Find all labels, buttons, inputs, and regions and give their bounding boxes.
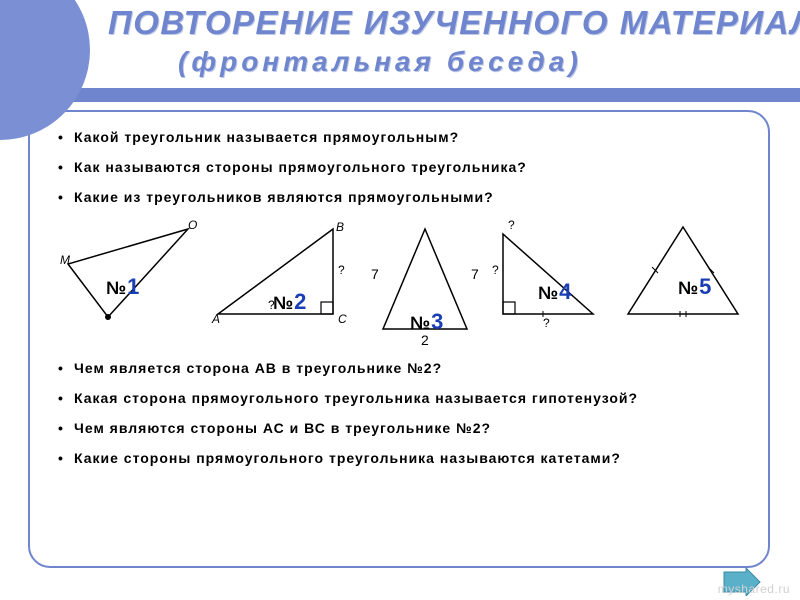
- triangle-label-5: №5: [678, 274, 712, 300]
- question-item: Какие стороны прямоугольного треугольник…: [58, 449, 740, 467]
- svg-text:B: B: [336, 220, 344, 234]
- question-item: Какой треугольник называется прямоугольн…: [58, 128, 740, 146]
- triangle-2: A B C ? ?: [208, 219, 363, 334]
- header-underline: [0, 88, 800, 102]
- question-item: Как называются стороны прямоугольного тр…: [58, 158, 740, 176]
- svg-text:M: M: [60, 253, 70, 267]
- title-main: ПОВТОРЕНИЕ ИЗУЧЕННОГО МАТЕРИАЛА.: [108, 4, 800, 42]
- svg-text:?: ?: [338, 263, 345, 277]
- svg-text:?: ?: [543, 316, 550, 329]
- question-item: Чем являются стороны АС и ВС в треугольн…: [58, 419, 740, 437]
- title-sub: (фронтальная беседа): [178, 46, 582, 78]
- triangle-4: ? ? ?: [488, 219, 608, 334]
- svg-text:?: ?: [508, 219, 515, 232]
- triangles-row: M O №1 A B C ? ? №2 7: [58, 219, 740, 349]
- svg-text:A: A: [211, 312, 220, 326]
- svg-text:7: 7: [371, 266, 379, 282]
- svg-text:C: C: [338, 312, 347, 326]
- content-panel: Какой треугольник называется прямоугольн…: [28, 110, 770, 568]
- triangle-label-2: №2: [273, 289, 307, 315]
- triangle-label-1: №1: [106, 274, 140, 300]
- triangle-label-3: №3: [410, 309, 444, 335]
- questions-bottom-list: Чем является сторона АВ в треугольнике №…: [58, 359, 740, 468]
- svg-text:7: 7: [471, 266, 479, 282]
- watermark-text: myshared.ru: [718, 582, 790, 596]
- svg-text:?: ?: [492, 263, 499, 277]
- triangle-label-4: №4: [538, 279, 572, 305]
- question-item: Какие из треугольников являются прямоуго…: [58, 188, 740, 206]
- question-item: Какая сторона прямоугольного треугольник…: [58, 389, 740, 407]
- svg-text:O: O: [188, 219, 197, 232]
- question-item: Чем является сторона АВ в треугольнике №…: [58, 359, 740, 377]
- questions-top-list: Какой треугольник называется прямоугольн…: [58, 128, 740, 207]
